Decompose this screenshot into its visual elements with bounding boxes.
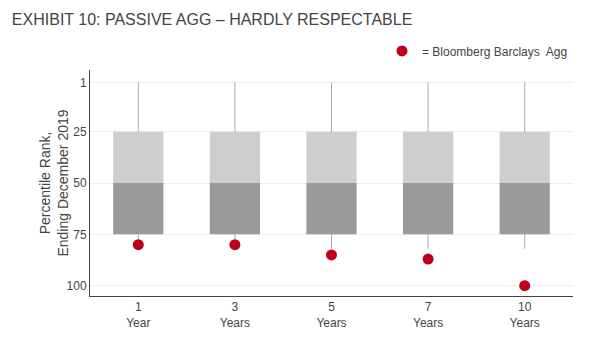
svg-text:100: 100 — [67, 279, 87, 293]
svg-text:75: 75 — [73, 228, 87, 242]
svg-text:10Years: 10Years — [510, 300, 540, 330]
svg-text:50: 50 — [73, 176, 87, 190]
svg-text:1Year: 1Year — [126, 300, 150, 330]
svg-text:25: 25 — [73, 125, 87, 139]
svg-text:1: 1 — [80, 76, 87, 90]
svg-text:3Years: 3Years — [220, 300, 250, 330]
svg-text:Percentile Rank,Ending Decembe: Percentile Rank,Ending December 2019 — [37, 109, 71, 256]
svg-text:EXHIBIT 10: PASSIVE AGG – HARD: EXHIBIT 10: PASSIVE AGG – HARDLY RESPECT… — [12, 11, 412, 28]
svg-text:7Years: 7Years — [413, 300, 443, 330]
svg-text:5Years: 5Years — [316, 300, 346, 330]
svg-text:= Bloomberg Barclays Agg: = Bloomberg Barclays Agg — [422, 45, 567, 59]
